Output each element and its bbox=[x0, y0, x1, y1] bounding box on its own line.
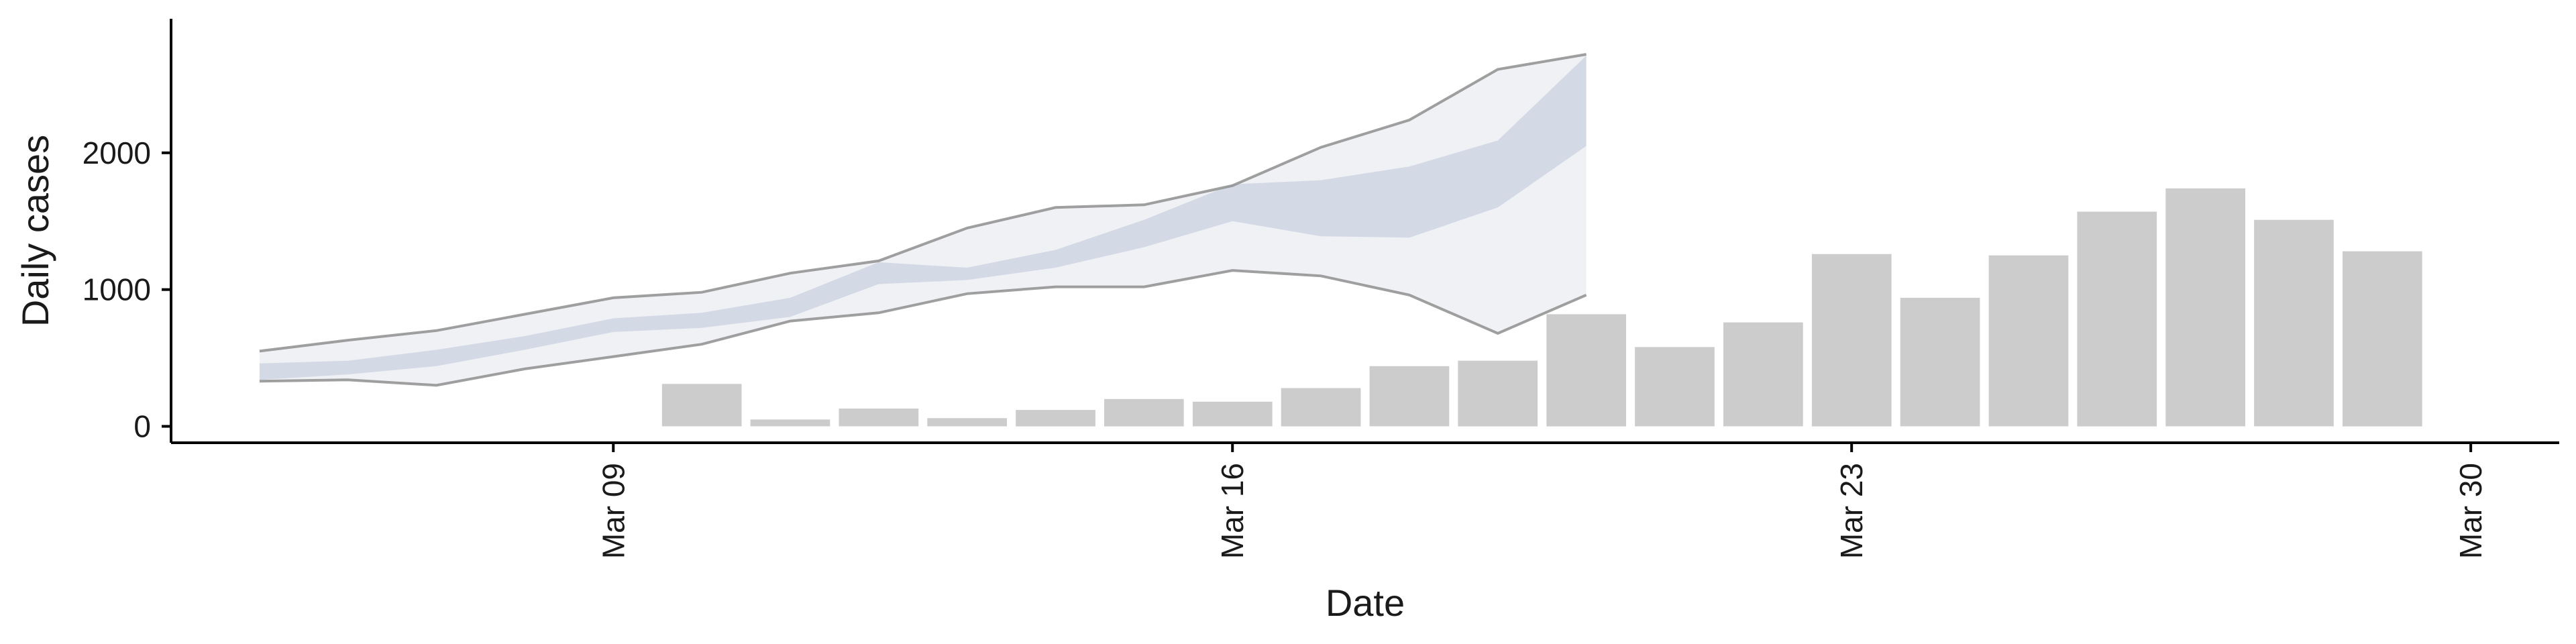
x-tick-label: Mar 16 bbox=[1215, 463, 1250, 559]
y-tick-label: 0 bbox=[133, 409, 151, 444]
case-bar bbox=[1104, 398, 1184, 427]
inner-band-area bbox=[259, 56, 1587, 380]
case-bar bbox=[1635, 347, 1715, 427]
lower-bound-line bbox=[259, 269, 1587, 387]
axes bbox=[170, 19, 2559, 444]
x-axis-title: Date bbox=[1326, 582, 1405, 624]
case-bar bbox=[1546, 314, 1626, 427]
case-bar bbox=[1988, 255, 2069, 427]
case-bar bbox=[1016, 410, 1095, 427]
case-bar bbox=[1900, 297, 1980, 427]
case-bar bbox=[2254, 219, 2334, 427]
case-bars bbox=[661, 188, 2422, 427]
interval-edge-lines bbox=[259, 53, 1587, 387]
x-tick-label: Mar 30 bbox=[2453, 463, 2488, 559]
x-axis-ticks: Mar 09 Mar 16 Mar 23 Mar 30 bbox=[596, 443, 2488, 559]
y-axis-title: Daily cases bbox=[14, 135, 56, 327]
inner-interval-band bbox=[259, 56, 1587, 380]
x-tick-label: Mar 23 bbox=[1834, 463, 1869, 559]
case-bar bbox=[1723, 322, 1803, 427]
case-bar bbox=[1458, 360, 1538, 427]
upper-bound-line bbox=[259, 53, 1587, 353]
case-bar bbox=[839, 409, 919, 427]
case-bar bbox=[1369, 366, 1450, 427]
case-bar bbox=[2077, 211, 2157, 427]
y-tick-label: 2000 bbox=[83, 136, 151, 170]
case-bar bbox=[1281, 388, 1361, 427]
case-bar bbox=[2343, 251, 2422, 427]
case-bar bbox=[927, 418, 1007, 427]
case-bar bbox=[1811, 254, 1892, 427]
case-bar bbox=[2165, 188, 2245, 427]
y-tick-label: 1000 bbox=[83, 272, 151, 307]
y-axis-ticks: 0 1000 2000 bbox=[83, 136, 171, 444]
case-bar bbox=[1192, 401, 1273, 427]
case-bar bbox=[750, 419, 830, 427]
x-tick-label: Mar 09 bbox=[596, 463, 631, 559]
case-bar bbox=[661, 384, 742, 427]
